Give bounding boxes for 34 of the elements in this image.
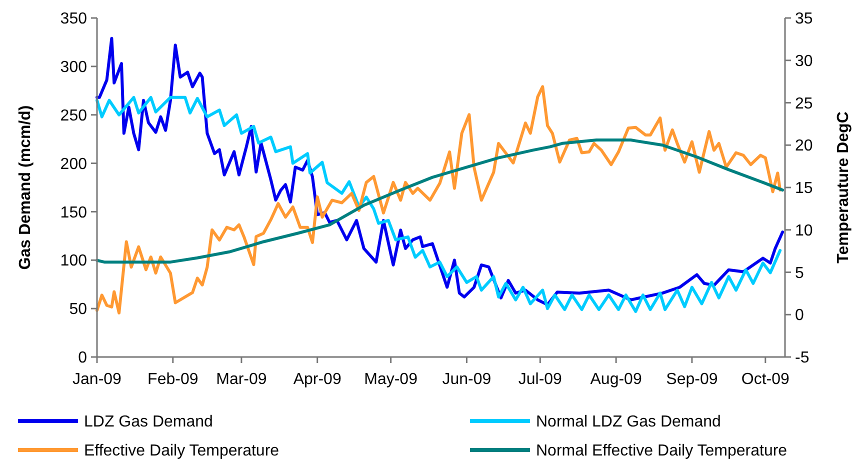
y-tick-label: 250 — [60, 107, 88, 124]
y-axis-title: Gas Demand (mcm/d) — [17, 105, 34, 270]
y-tick-label: 100 — [60, 252, 88, 270]
y2-tick-label: 15 — [795, 180, 813, 198]
y-tick-label: 0 — [78, 350, 88, 367]
y2-tick-label: 35 — [795, 10, 813, 28]
legend-label: Effective Daily Temperature — [84, 442, 280, 460]
y-tick-label: 200 — [60, 156, 88, 173]
x-tick-label: Sep-09 — [666, 371, 718, 388]
legend-label: Normal LDZ Gas Demand — [536, 414, 721, 431]
x-tick-label: Oct-09 — [741, 371, 790, 388]
x-tick-label: Jun-09 — [442, 371, 492, 388]
x-tick-label: May-09 — [364, 371, 418, 388]
y2-tick-label: 30 — [795, 52, 813, 70]
y-tick-label: 150 — [60, 204, 88, 222]
x-tick-label: Apr-09 — [293, 371, 342, 388]
y2-tick-label: 5 — [795, 264, 804, 282]
y2-tick-label: 25 — [795, 95, 813, 112]
line-series — [96, 138, 784, 264]
legend-label: Normal Effective Daily Temperature — [536, 442, 788, 460]
x-tick-label: Aug-09 — [590, 371, 642, 388]
x-tick-label: Feb-09 — [148, 371, 198, 388]
y2-tick-label: -5 — [795, 350, 810, 367]
x-tick-label: Mar-09 — [216, 371, 267, 388]
y-tick-label: 300 — [60, 59, 88, 76]
y-tick-label: 50 — [69, 301, 88, 318]
x-tick-label: Jan-09 — [72, 371, 122, 388]
legend-label: LDZ Gas Demand — [84, 414, 213, 431]
y-tick-label: 350 — [60, 10, 88, 28]
y2-tick-label: 0 — [795, 307, 804, 324]
y2-axis-title: Temperauture DegC — [835, 111, 852, 264]
x-tick-label: Jul-09 — [518, 371, 562, 388]
y2-tick-label: 10 — [795, 222, 813, 240]
y2-tick-label: 20 — [795, 138, 813, 155]
